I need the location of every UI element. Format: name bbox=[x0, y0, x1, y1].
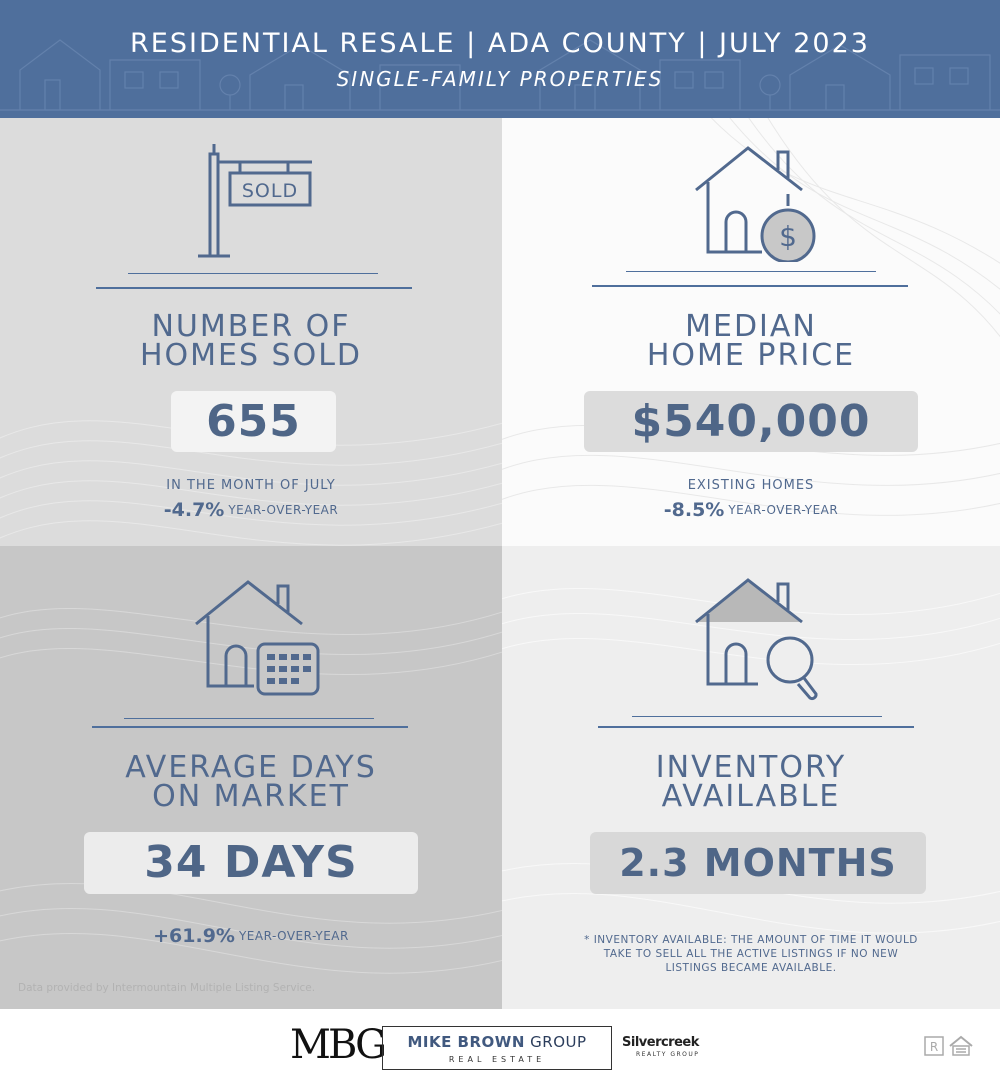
homes-sold-value: 655 bbox=[171, 391, 336, 452]
homes-sold-heading: NUMBER OF HOMES SOLD bbox=[139, 309, 363, 373]
divider bbox=[92, 726, 408, 728]
sold-sign-text: SOLD bbox=[242, 180, 298, 202]
page-subtitle: SINGLE-FAMILY PROPERTIES bbox=[336, 67, 664, 91]
footer: MBG MIKE BROWN GROUP REAL ESTATE Silverc… bbox=[0, 1009, 1000, 1083]
yoy-percent: +61.9% bbox=[153, 925, 235, 947]
divider bbox=[626, 271, 876, 272]
roof-icon bbox=[696, 580, 802, 622]
divider bbox=[96, 287, 412, 289]
homes-sold-yoy: -4.7% YEAR-OVER-YEAR bbox=[0, 499, 502, 521]
yoy-label: YEAR-OVER-YEAR bbox=[238, 929, 349, 943]
median-price-panel: $ MEDIAN HOME PRICE $540,000 EXISTING HO… bbox=[502, 118, 1000, 546]
inventory-heading: INVENTORY AVAILABLE bbox=[655, 750, 847, 814]
house-magnifier-icon bbox=[695, 578, 818, 701]
brand-subtitle: REAL ESTATE bbox=[448, 1055, 546, 1064]
divider bbox=[598, 726, 914, 728]
badge-icons: R bbox=[924, 1035, 973, 1056]
yoy-percent: -8.5% bbox=[663, 499, 725, 521]
days-on-market-value: 34 DAYS bbox=[84, 832, 418, 894]
brand-box: MIKE BROWN GROUP REAL ESTATE bbox=[382, 1026, 612, 1070]
inventory-panel: INVENTORY AVAILABLE 2.3 MONTHS * INVENTO… bbox=[502, 546, 1000, 1009]
brand-name: MIKE BROWN GROUP bbox=[407, 1033, 587, 1051]
divider bbox=[592, 285, 908, 287]
divider bbox=[124, 718, 374, 719]
partner-subtitle: REALTY GROUP bbox=[636, 1051, 700, 1058]
mbg-logo: MBG bbox=[290, 1022, 387, 1068]
house-calendar-icon bbox=[195, 580, 320, 696]
realtor-icon: R bbox=[924, 1036, 944, 1056]
divider bbox=[632, 716, 882, 717]
partner-name: Silvercreek bbox=[622, 1035, 699, 1050]
days-on-market-yoy: +61.9% YEAR-OVER-YEAR bbox=[0, 925, 502, 947]
equal-housing-icon bbox=[949, 1035, 973, 1056]
days-on-market-heading: AVERAGE DAYS ON MARKET bbox=[125, 750, 377, 814]
median-price-yoy: -8.5% YEAR-OVER-YEAR bbox=[502, 499, 1000, 521]
homes-sold-note: IN THE MONTH OF JULY bbox=[166, 478, 336, 493]
svg-text:R: R bbox=[930, 1040, 938, 1054]
dollar-symbol-icon: $ bbox=[779, 220, 797, 253]
inventory-footnote: * INVENTORY AVAILABLE: THE AMOUNT OF TIM… bbox=[584, 934, 918, 974]
days-on-market-panel: AVERAGE DAYS ON MARKET 34 DAYS +61.9% YEA… bbox=[0, 546, 502, 1009]
median-price-heading: MEDIAN HOME PRICE bbox=[646, 309, 856, 373]
page-title: RESIDENTIAL RESALE | ADA COUNTY | JULY 2… bbox=[130, 28, 870, 59]
median-price-note: EXISTING HOMES bbox=[687, 478, 815, 493]
wave-pattern bbox=[502, 118, 1000, 516]
inventory-value: 2.3 MONTHS bbox=[590, 832, 926, 894]
divider bbox=[128, 273, 378, 274]
header-banner: RESIDENTIAL RESALE | ADA COUNTY | JULY 2… bbox=[0, 0, 1000, 118]
wave-pattern bbox=[0, 608, 502, 974]
median-price-value: $540,000 bbox=[584, 391, 918, 452]
coin-icon bbox=[760, 208, 816, 262]
house-dollar-icon: $ bbox=[695, 146, 816, 262]
magnifier-icon bbox=[766, 636, 814, 684]
yoy-percent: -4.7% bbox=[163, 499, 225, 521]
sold-sign-icon: SOLD bbox=[198, 144, 312, 258]
yoy-label: YEAR-OVER-YEAR bbox=[228, 503, 339, 517]
yoy-label: YEAR-OVER-YEAR bbox=[728, 503, 839, 517]
homes-sold-panel: SOLD NUMBER OF HOMES SOLD 655 IN THE MON… bbox=[0, 118, 502, 546]
house-outline-background bbox=[0, 39, 1000, 111]
data-source-credit: Data provided by Intermountain Multiple … bbox=[18, 982, 316, 994]
